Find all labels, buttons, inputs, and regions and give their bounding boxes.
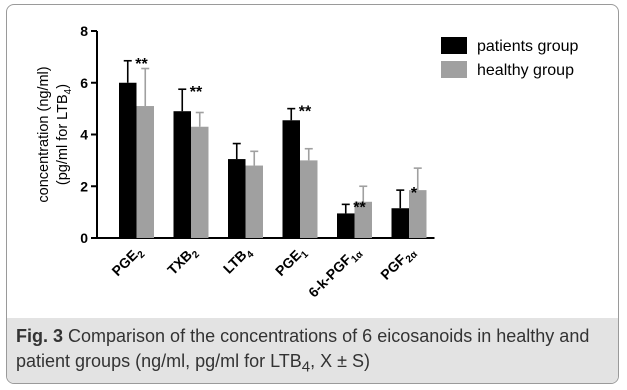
x-tick-label: LTB4 — [220, 242, 257, 279]
bar — [354, 201, 372, 238]
bar — [282, 120, 300, 238]
x-tick-label: PGF2α — [377, 242, 420, 285]
x-tick-label: PGE2 — [108, 242, 147, 281]
legend-swatch — [441, 37, 467, 54]
caption-band — [7, 318, 618, 383]
y-tick-label: 0 — [80, 230, 88, 246]
caption-text-end: , X ± S) — [310, 351, 371, 371]
significance-marker: ** — [190, 84, 203, 101]
bar — [119, 82, 137, 238]
significance-marker: * — [411, 185, 418, 202]
y-tick-label: 2 — [80, 178, 88, 194]
bar — [300, 160, 318, 238]
y-axis-title: (pg/ml for LTB4) — [55, 84, 74, 185]
figure-caption: Fig. 3 Comparison of the concentrations … — [16, 324, 614, 380]
x-tick-label: TXB2 — [164, 242, 202, 280]
caption-text: Comparison of the concentrations of 6 ei… — [16, 326, 590, 371]
bar — [136, 106, 154, 238]
significance-marker: ** — [135, 56, 148, 73]
bar — [173, 111, 191, 238]
y-tick-label: 4 — [80, 127, 88, 143]
bar — [228, 159, 246, 238]
bar — [409, 190, 427, 238]
y-tick-label: 6 — [80, 75, 88, 91]
legend-label: healthy group — [477, 62, 574, 79]
y-axis-title: concentration (ng/ml) — [36, 66, 52, 202]
bar — [391, 208, 409, 238]
bar — [245, 165, 263, 238]
caption-label: Fig. 3 — [16, 326, 64, 346]
legend-label: patients group — [477, 38, 579, 55]
significance-marker: ** — [353, 199, 366, 216]
legend-swatch — [441, 61, 467, 78]
bar — [191, 126, 209, 238]
x-tick-label: 6-k-PGF1α — [305, 242, 366, 303]
bar — [337, 213, 355, 238]
bar-chart: 0 2 4 6 8 concentration (ng/ml) (pg/ml for LTB… — [36, 23, 579, 303]
y-tick-label: 8 — [80, 23, 88, 39]
significance-marker: ** — [299, 104, 312, 121]
caption-subscript: 4 — [301, 358, 311, 376]
x-tick-label: PGE1 — [272, 242, 311, 281]
